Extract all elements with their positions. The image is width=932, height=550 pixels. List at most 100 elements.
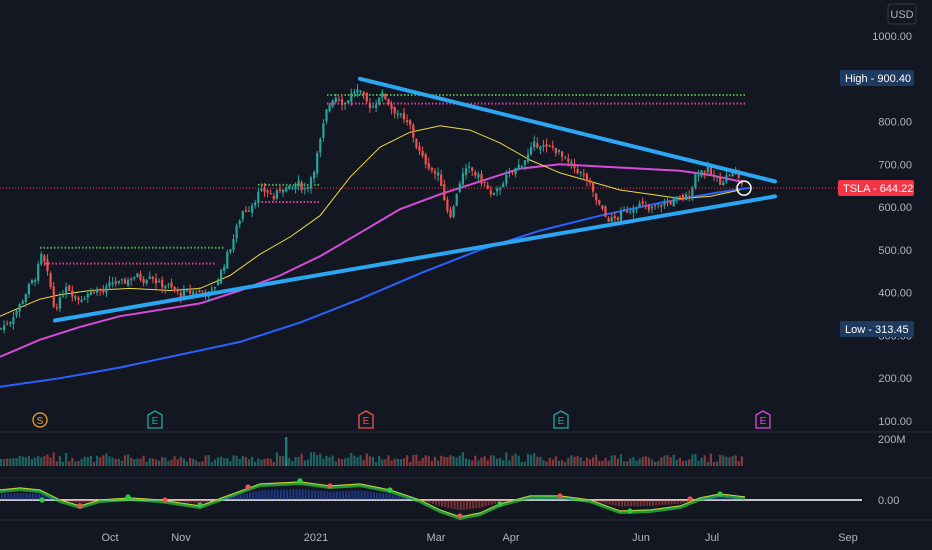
candle-body [303, 188, 306, 190]
candle-body [592, 183, 595, 192]
volume-bar [681, 460, 685, 466]
volume-bar [18, 455, 21, 466]
candle-body [251, 205, 254, 213]
candle-body [607, 218, 610, 222]
earnings-event-icon[interactable]: E [147, 410, 163, 429]
volume-bar [105, 453, 108, 466]
volume-bar [728, 457, 731, 466]
candle-body [737, 171, 740, 178]
volume-bar [74, 461, 77, 466]
volume-bar [92, 461, 96, 466]
candle-body [0, 328, 3, 330]
volume-bar [514, 453, 517, 466]
oscillator-bar [726, 496, 729, 500]
earnings-event-icon[interactable]: E [755, 410, 771, 429]
oscillator-bar [664, 500, 667, 505]
oscillator-bar [676, 500, 679, 504]
volume-bar [127, 454, 130, 466]
oscillator-bar [87, 500, 90, 503]
oscillator-bar [307, 489, 310, 500]
volume-bar [133, 459, 136, 466]
volume-pane [0, 437, 743, 466]
candle-body [579, 171, 582, 173]
trendline-upper[interactable] [358, 76, 777, 184]
volume-bar [499, 457, 502, 466]
oscillator-bar [670, 500, 673, 505]
candle-body [644, 205, 647, 207]
oscillator-bar [50, 497, 53, 500]
volume-bar [356, 457, 359, 466]
oscillator-bar [100, 499, 103, 501]
oscillator-bar [311, 490, 313, 500]
oscillator-cross [497, 501, 503, 507]
volume-bar [83, 456, 86, 466]
oscillator-bar [112, 499, 115, 500]
trendline-lower[interactable] [53, 194, 777, 323]
volume-bar [511, 455, 514, 466]
oscillator-bar [171, 500, 174, 502]
oscillator-bar [239, 494, 242, 500]
candle-body [545, 144, 548, 147]
volume-bar [480, 457, 483, 466]
candle-body [288, 185, 291, 189]
volume-bar [204, 455, 207, 466]
split-event-icon[interactable]: S [32, 412, 48, 428]
candle-body [449, 209, 452, 218]
candle-body [694, 174, 697, 188]
volume-bar [154, 459, 158, 466]
oscillator-bar [435, 500, 437, 505]
candle-body [223, 266, 226, 271]
oscillator-bar [410, 498, 413, 500]
volume-bar [325, 455, 328, 466]
volume-bar [678, 457, 681, 466]
volume-bar [474, 455, 477, 466]
volume-bar [337, 458, 340, 466]
oscillator-bar [289, 489, 292, 500]
currency-button[interactable]: USD [887, 3, 917, 25]
candle-body [353, 92, 356, 94]
candle-body [663, 202, 666, 206]
oscillator-bar [565, 498, 568, 500]
earnings-event-icon[interactable]: E [553, 410, 569, 429]
oscillator-bar [47, 496, 50, 500]
candle-body [216, 281, 220, 286]
volume-bar [396, 458, 399, 466]
oscillator-bar [509, 500, 512, 501]
volume-bar [641, 456, 644, 466]
volume-bar [508, 460, 511, 466]
oscillator-bar [295, 489, 298, 500]
oscillator-bar [425, 500, 428, 503]
volume-bar [192, 458, 195, 466]
oscillator-cross [717, 491, 723, 497]
volume-bar [688, 459, 691, 466]
earnings-event-icon[interactable]: E [358, 410, 374, 429]
volume-bar [517, 455, 520, 466]
oscillator-bar [301, 489, 304, 500]
oscillator-bar [484, 500, 487, 507]
time-axis[interactable]: Oct Nov 2021 Mar Apr Jun Jul Sep [101, 532, 857, 544]
price-axis[interactable]: 1000.00900.00800.00700.00600.00500.00400… [872, 31, 912, 428]
oscillator-bar [562, 497, 565, 500]
volume-bar [685, 460, 688, 466]
oscillator-bar [661, 500, 664, 506]
candle-body [430, 168, 433, 171]
candle-body [319, 139, 322, 153]
svg-text:E: E [558, 416, 565, 427]
volume-bar [226, 457, 229, 466]
oscillator-bar [187, 500, 189, 503]
oscillator-bar [549, 497, 552, 500]
candle-body [526, 154, 530, 162]
candle-body [164, 286, 167, 289]
volume-bar [378, 455, 381, 466]
volume-bar [647, 457, 650, 466]
volume-bar [37, 455, 40, 466]
volume-bar [347, 457, 350, 466]
currency-label: USD [890, 9, 913, 21]
volume-bar [477, 460, 480, 466]
candle-body [421, 150, 424, 156]
candle-body [647, 205, 650, 211]
volume-bar [316, 455, 319, 466]
volume-bar [362, 460, 365, 466]
